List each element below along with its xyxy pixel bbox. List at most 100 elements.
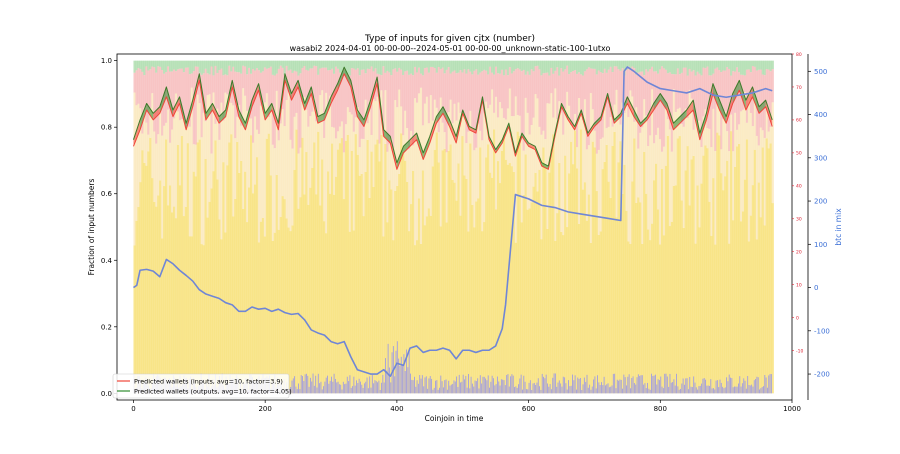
stack-stripe [212, 92, 215, 172]
stack-stripe [708, 60, 711, 76]
input-count-bar [678, 389, 680, 394]
stack-stripe [615, 89, 618, 218]
stack-stripe [769, 143, 772, 394]
btc-in-mix-line [133, 66, 773, 378]
input-count-bar [665, 373, 667, 394]
stack-stripe [502, 75, 506, 118]
stack-stripe [299, 147, 302, 198]
input-count-bar [300, 375, 302, 394]
stack-stripe [536, 65, 539, 99]
stack-stripe [163, 125, 166, 187]
input-count-bar [416, 380, 418, 394]
stack-stripe [585, 220, 589, 394]
input-count-bar [503, 380, 505, 394]
stack-stripe [611, 146, 614, 394]
stack-stripe [495, 66, 498, 97]
stack-stripe [321, 67, 324, 91]
input-count-bar [395, 350, 397, 394]
stack-stripe [749, 60, 753, 73]
stack-stripe [250, 118, 253, 136]
stack-stripe [425, 216, 429, 394]
stack-stripe [627, 66, 630, 118]
stack-stripe [684, 60, 687, 68]
input-count-bar [649, 389, 651, 394]
stack-stripe [645, 115, 648, 194]
stack-stripe [666, 119, 670, 136]
stack-stripe [331, 126, 334, 144]
stack-stripe [732, 71, 735, 152]
stack-stripe [493, 74, 496, 113]
stack-stripe [522, 150, 525, 195]
input-count-bar [719, 379, 721, 394]
stack-stripe [710, 147, 713, 236]
stack-stripe [295, 112, 298, 130]
stack-stripe [435, 60, 439, 73]
stack-stripe [577, 60, 581, 73]
input-count-bar [362, 387, 364, 394]
stack-stripe [716, 60, 719, 68]
stack-stripe [265, 68, 269, 94]
stack-stripe [202, 245, 205, 394]
stack-stripe [447, 112, 450, 151]
stack-stripe [635, 74, 638, 108]
input-count-bar [616, 379, 618, 394]
stack-stripe [483, 69, 486, 114]
stack-stripe [242, 60, 245, 66]
input-count-bar [660, 376, 662, 394]
input-count-bar [308, 386, 310, 394]
input-count-bar [701, 383, 703, 394]
stack-stripe [441, 122, 444, 151]
input-count-bar [764, 374, 766, 394]
stack-stripe [570, 60, 573, 73]
stack-stripe [252, 142, 255, 194]
input-count-bar [477, 378, 479, 394]
input-count-bar [449, 385, 451, 394]
input-count-bar [460, 382, 461, 394]
stack-stripe [315, 60, 318, 67]
input-count-bar [481, 383, 483, 394]
stack-stripe [763, 60, 766, 76]
input-count-bar [288, 389, 290, 394]
stack-stripe [720, 173, 723, 394]
wallets-fill-segment [304, 86, 312, 111]
stack-stripe [283, 75, 286, 127]
wallets-fill-segment [284, 73, 292, 101]
input-count-bar [536, 382, 538, 394]
stack-stripe [198, 72, 201, 104]
stack-stripe [297, 208, 300, 394]
stack-stripe [625, 60, 628, 71]
stack-stripe [530, 125, 533, 203]
stack-stripe [591, 68, 595, 110]
stack-stripe [255, 129, 259, 158]
stack-stripe [615, 217, 618, 394]
stack-stripe [287, 92, 290, 228]
stack-stripe [255, 68, 259, 130]
stack-stripe [431, 166, 435, 394]
input-count-bar [697, 389, 699, 394]
x-tick-label: 0 [131, 405, 135, 413]
series-lines [132, 66, 773, 378]
input-count-bar [582, 384, 584, 394]
stack-stripe [174, 93, 178, 219]
input-count-bar [377, 382, 379, 394]
wallets-fill-segment [666, 103, 674, 130]
stack-stripe [597, 149, 601, 235]
wallets-fill-segment [673, 116, 681, 130]
stack-stripe [552, 73, 555, 118]
input-count-bar [383, 382, 385, 394]
stack-stripe [595, 191, 599, 394]
input-count-bar [294, 376, 296, 394]
stack-stripe [655, 163, 658, 394]
stack-stripe [350, 60, 354, 69]
stack-stripe [368, 197, 371, 394]
stack-stripe [172, 206, 176, 394]
stack-stripe [605, 144, 608, 394]
stack-stripe [706, 148, 709, 394]
stack-stripe [257, 70, 261, 134]
stack-stripe [443, 73, 446, 133]
stack-stripe [263, 236, 267, 394]
input-count-bar [554, 373, 556, 394]
stack-stripe [550, 67, 553, 94]
stack-stripe [609, 197, 612, 394]
input-count-bar [363, 383, 365, 394]
